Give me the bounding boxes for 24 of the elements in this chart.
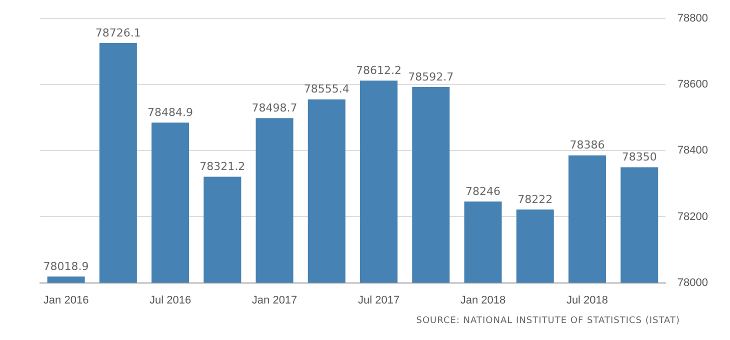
source-note: SOURCE: NATIONAL INSTITUTE OF STATISTICS (ISTAT) [415,316,680,326]
data-label: 78555.4 [304,82,350,96]
data-label: 78321.2 [200,160,246,174]
data-label: 78612.2 [356,64,402,77]
data-label: 78592.7 [408,70,454,84]
data-label: 78222 [518,192,553,206]
x-tick-label: Jul 2018 [566,294,608,306]
data-label: 78484.9 [148,106,194,120]
x-tick-label: Jan 2016 [43,294,89,306]
y-tick-label: 78200 [677,210,708,223]
x-tick-label: Jan 2018 [460,294,506,306]
data-label: 78350 [622,150,657,164]
x-tick-label: Jul 2016 [149,294,192,306]
data-label: 78018.9 [43,260,89,273]
data-label: 78246 [466,184,500,198]
y-tick-label: 78400 [677,144,708,157]
y-tick-label: 78600 [677,78,708,91]
x-tick-label: Jan 2017 [252,294,298,306]
data-label: 78498.7 [252,101,298,114]
y-tick-label: 78800 [677,12,708,25]
y-tick-label: 78000 [677,276,708,289]
data-label: 78386 [570,138,605,152]
x-tick-label: Jul 2017 [358,294,400,306]
data-label: 78726.1 [95,26,141,40]
